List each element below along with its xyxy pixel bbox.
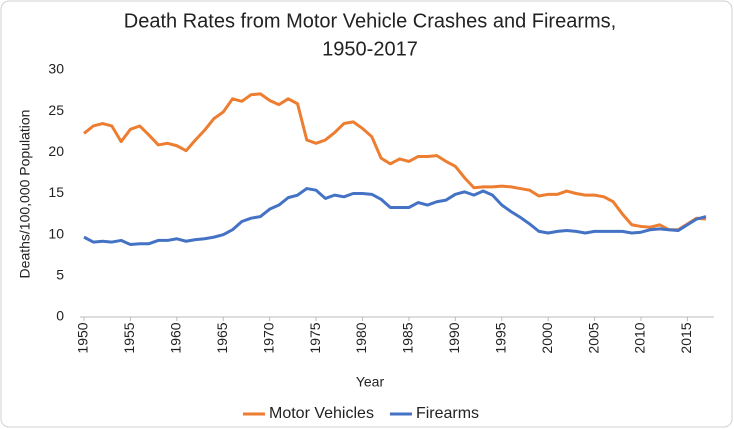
line-series — [83, 92, 707, 232]
line-series — [83, 187, 707, 247]
y-tick-label: 0 — [56, 308, 64, 324]
x-tick-label: 1960 — [168, 322, 184, 353]
y-tick-label: 15 — [48, 184, 64, 200]
x-tick-label: 1950 — [75, 322, 91, 353]
chart-title: Death Rates from Motor Vehicle Crashes a… — [124, 10, 616, 32]
x-tick-label: 1990 — [446, 322, 462, 353]
y-axis-label: Deaths/100,000 Population — [17, 110, 33, 279]
x-tick-label: 2005 — [585, 322, 601, 353]
y-tick-label: 30 — [48, 61, 64, 77]
x-tick-label: 1980 — [353, 322, 369, 353]
x-tick-label: 1995 — [492, 322, 508, 353]
x-tick-label: 2015 — [678, 322, 694, 353]
chart-title: 1950-2017 — [322, 38, 418, 60]
legend-label: Motor Vehicles — [269, 405, 374, 422]
y-tick-label: 20 — [48, 143, 64, 159]
x-tick-label: 1970 — [260, 322, 276, 353]
x-axis-label: Year — [356, 374, 385, 390]
y-tick-label: 5 — [56, 267, 64, 283]
x-tick-label: 2000 — [539, 322, 555, 353]
x-tick-label: 1955 — [121, 322, 137, 353]
x-tick-label: 2010 — [632, 322, 648, 353]
x-tick-label: 1965 — [214, 322, 230, 353]
y-tick-label: 25 — [48, 102, 64, 118]
x-tick-label: 1975 — [307, 322, 323, 353]
x-tick-label: 1985 — [400, 322, 416, 353]
legend-label: Firearms — [416, 405, 479, 422]
y-tick-label: 10 — [48, 225, 64, 241]
